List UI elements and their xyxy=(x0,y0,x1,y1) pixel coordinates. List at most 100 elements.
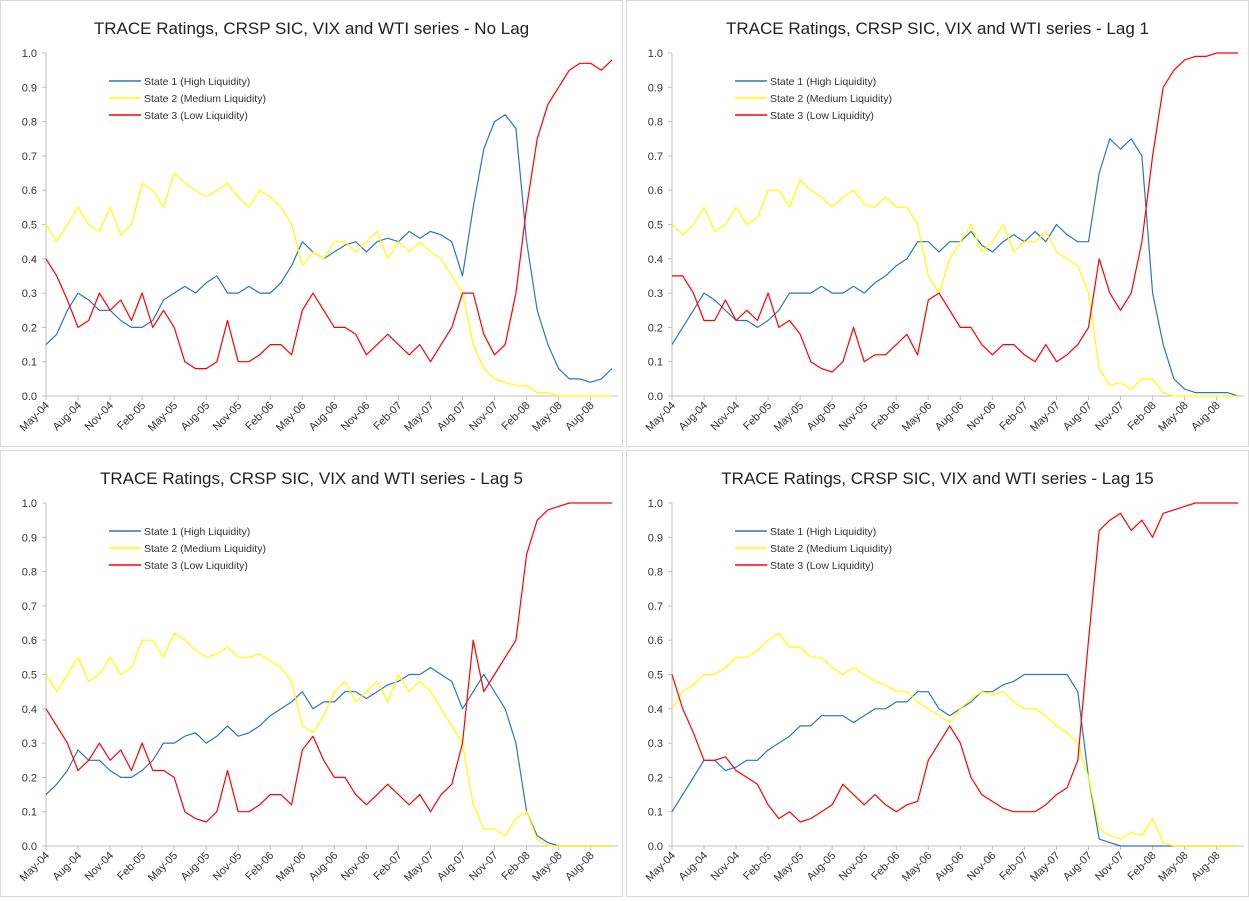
legend: State 1 (High Liquidity) State 2 (Medium … xyxy=(735,526,892,572)
x-tick-label: Nov-06 xyxy=(339,850,373,884)
x-tick-label: May-07 xyxy=(402,850,436,884)
y-tick-label: 0.9 xyxy=(648,532,663,544)
chart-panel: TRACE Ratings, CRSP SIC, VIX and WTI ser… xyxy=(626,450,1249,897)
y-tick-label: 0.2 xyxy=(648,322,663,334)
legend: State 1 (High Liquidity) State 2 (Medium … xyxy=(109,76,266,122)
series-line xyxy=(45,59,613,370)
chart-panel: TRACE Ratings, CRSP SIC, VIX and WTI ser… xyxy=(0,0,623,447)
x-tick-label: May-07 xyxy=(1028,400,1062,434)
y-tick-label: 1.0 xyxy=(648,48,663,60)
x-tick-label: Aug-05 xyxy=(805,400,839,434)
x-tick-label: Feb-06 xyxy=(869,850,902,883)
series-line xyxy=(671,632,1238,847)
x-tick-label: Feb-05 xyxy=(115,400,148,433)
x-tick-label: Feb-06 xyxy=(243,850,276,883)
series-line xyxy=(672,52,1238,373)
x-tick-label: Aug-05 xyxy=(179,850,213,884)
x-tick-label: Aug-05 xyxy=(179,400,213,434)
y-tick-label: 0.8 xyxy=(648,117,663,129)
y-tick-label: 0.0 xyxy=(22,391,37,403)
legend-label: State 3 (Low Liquidity) xyxy=(144,560,248,572)
legend-label: State 3 (Low Liquidity) xyxy=(770,560,874,572)
series-line xyxy=(45,172,612,397)
x-tick-label: May-08 xyxy=(1156,850,1190,884)
chart: TRACE Ratings, CRSP SIC, VIX and WTI ser… xyxy=(18,19,618,434)
chart: TRACE Ratings, CRSP SIC, VIX and WTI ser… xyxy=(18,469,618,884)
x-tick-label: Nov-06 xyxy=(339,400,373,434)
chart-title: TRACE Ratings, CRSP SIC, VIX and WTI ser… xyxy=(721,469,1153,488)
series-line xyxy=(45,632,612,847)
y-tick-label: 0.5 xyxy=(22,670,37,682)
x-tick-label: Nov-06 xyxy=(965,400,999,434)
x-tick-label: Feb-06 xyxy=(243,400,276,433)
series-line xyxy=(671,502,1238,823)
x-tick-label: May-05 xyxy=(772,850,806,884)
chart-title: TRACE Ratings, CRSP SIC, VIX and WTI ser… xyxy=(726,19,1149,38)
legend-label: State 3 (Low Liquidity) xyxy=(770,110,874,122)
x-tick-label: Feb-08 xyxy=(500,400,533,433)
legend-label: State 1 (High Liquidity) xyxy=(770,76,876,88)
y-tick-label: 0.6 xyxy=(648,635,663,647)
x-tick-label: Aug-07 xyxy=(1061,850,1095,884)
y-tick-label: 0.6 xyxy=(648,185,663,197)
x-tick-label: May-05 xyxy=(146,850,180,884)
x-tick-label: Nov-05 xyxy=(211,850,245,884)
x-tick-label: Nov-05 xyxy=(211,400,245,434)
x-tick-label: Aug-04 xyxy=(677,850,711,884)
x-tick-label: Nov-04 xyxy=(83,400,117,434)
y-tick-label: 1.0 xyxy=(22,498,37,510)
y-tick-label: 1.0 xyxy=(648,498,663,510)
x-tick-label: Feb-08 xyxy=(1126,850,1159,883)
legend-label: State 1 (High Liquidity) xyxy=(144,76,250,88)
x-tick-label: Feb-05 xyxy=(115,850,148,883)
x-tick-label: May-06 xyxy=(274,850,308,884)
x-tick-label: Nov-07 xyxy=(1093,850,1127,884)
legend: State 1 (High Liquidity) State 2 (Medium … xyxy=(735,76,892,122)
x-tick-label: Nov-06 xyxy=(965,850,999,884)
x-tick-label: Aug-06 xyxy=(933,400,967,434)
x-tick-label: Nov-04 xyxy=(709,400,743,434)
y-tick-label: 0.0 xyxy=(648,391,663,403)
y-tick-label: 0.4 xyxy=(22,704,37,716)
y-tick-label: 0.3 xyxy=(648,738,663,750)
y-tick-label: 0.1 xyxy=(22,357,37,369)
x-tick-label: Aug-07 xyxy=(435,400,469,434)
x-tick-label: Feb-07 xyxy=(371,400,404,433)
chart: TRACE Ratings, CRSP SIC, VIX and WTI ser… xyxy=(644,19,1244,434)
x-tick-label: May-04 xyxy=(18,400,52,434)
y-tick-label: 0.9 xyxy=(648,82,663,94)
x-tick-label: Feb-05 xyxy=(741,850,774,883)
x-tick-label: Nov-04 xyxy=(709,850,743,884)
legend: State 1 (High Liquidity) State 2 (Medium … xyxy=(109,526,266,572)
x-tick-label: Aug-05 xyxy=(805,850,839,884)
x-tick-label: May-06 xyxy=(900,850,934,884)
y-tick-label: 0.5 xyxy=(648,220,663,232)
chart-panel: TRACE Ratings, CRSP SIC, VIX and WTI ser… xyxy=(0,450,623,897)
y-tick-label: 1.0 xyxy=(22,48,37,60)
x-tick-label: Nov-07 xyxy=(467,400,501,434)
series-line xyxy=(45,667,612,847)
legend-label: State 1 (High Liquidity) xyxy=(144,526,250,538)
y-tick-label: 0.1 xyxy=(22,807,37,819)
x-tick-label: Feb-08 xyxy=(500,850,533,883)
x-tick-label: Nov-07 xyxy=(467,850,501,884)
x-tick-label: Nov-04 xyxy=(83,850,117,884)
y-tick-label: 0.7 xyxy=(22,151,37,163)
x-tick-label: May-05 xyxy=(146,400,180,434)
x-tick-label: Aug-08 xyxy=(1189,850,1223,884)
x-tick-label: May-07 xyxy=(1028,850,1062,884)
y-tick-label: 0.7 xyxy=(22,601,37,613)
x-tick-label: Feb-07 xyxy=(997,400,1030,433)
x-tick-label: Aug-08 xyxy=(563,850,597,884)
x-tick-label: Aug-04 xyxy=(51,850,85,884)
series-line xyxy=(45,114,613,383)
y-tick-label: 0.0 xyxy=(22,841,37,853)
x-tick-label: May-08 xyxy=(530,400,564,434)
y-tick-label: 0.7 xyxy=(648,601,663,613)
series-line xyxy=(671,138,1239,397)
series-line xyxy=(671,673,1238,847)
y-tick-label: 0.0 xyxy=(648,841,663,853)
chart-panel: TRACE Ratings, CRSP SIC, VIX and WTI ser… xyxy=(626,0,1249,447)
y-tick-label: 0.5 xyxy=(22,220,37,232)
